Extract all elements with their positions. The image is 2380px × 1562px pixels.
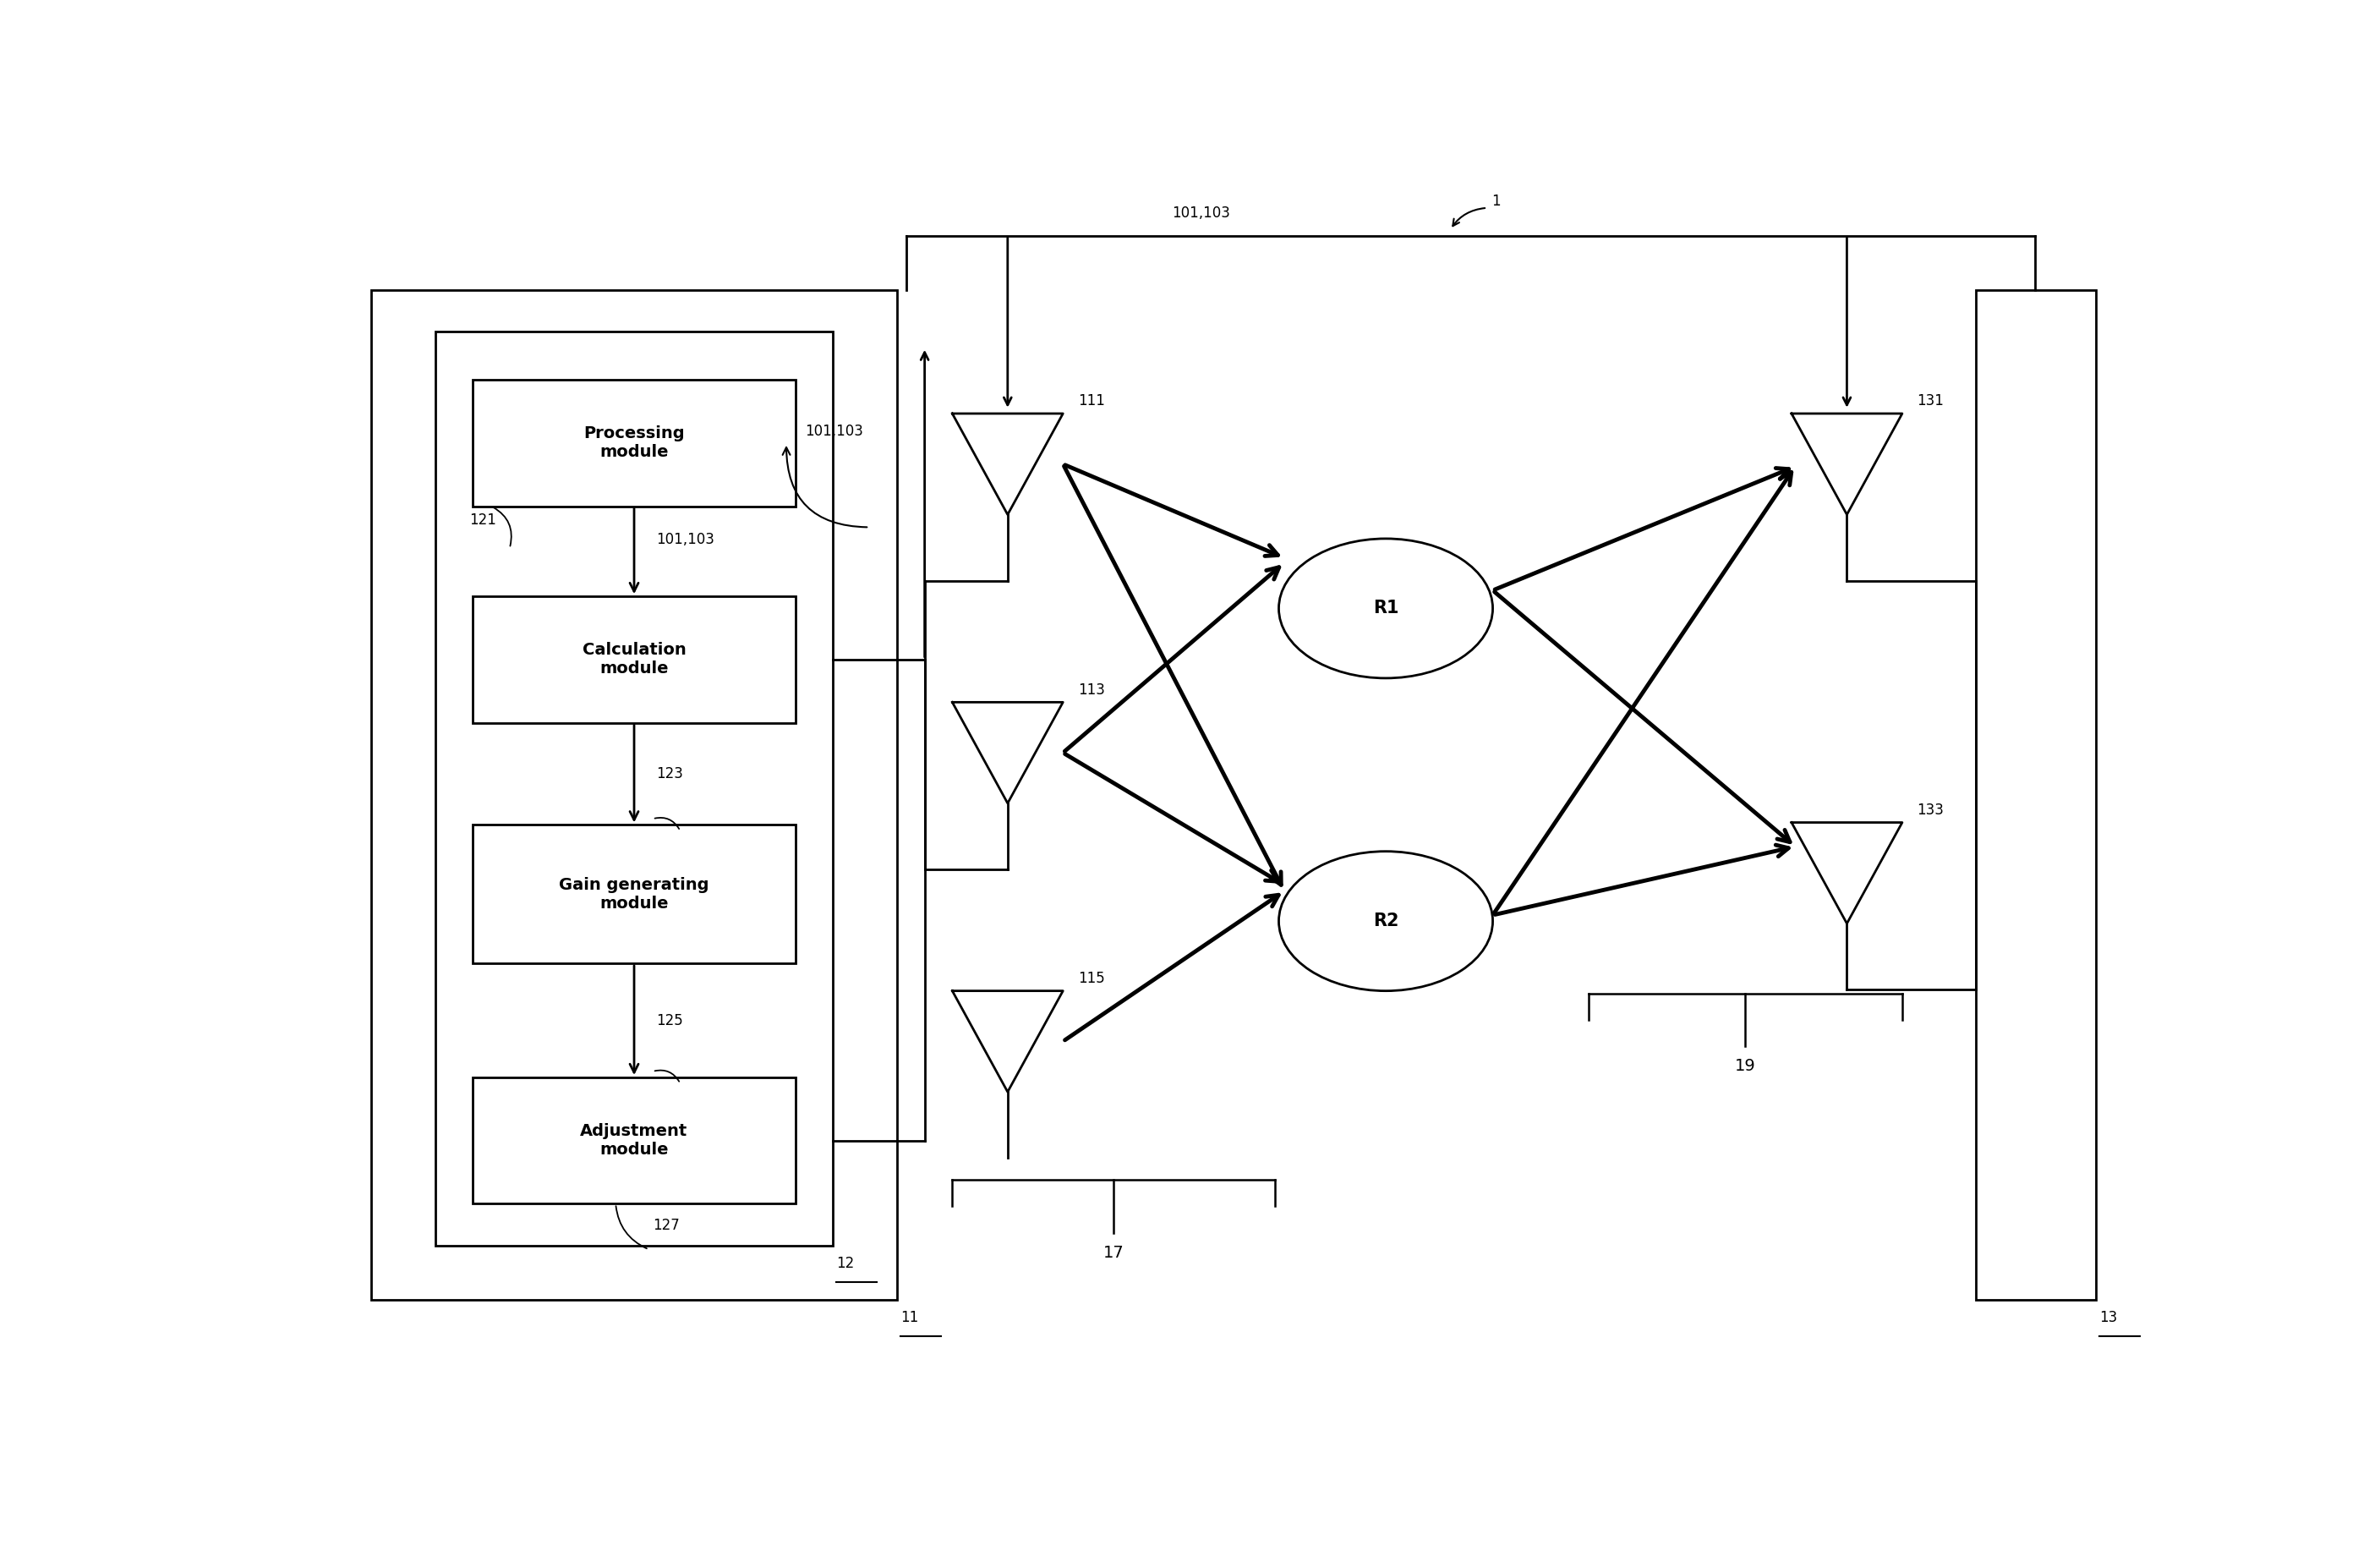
Text: 11: 11	[900, 1309, 919, 1325]
Text: 123: 123	[657, 767, 683, 781]
Text: Calculation
module: Calculation module	[583, 642, 685, 676]
Text: 111: 111	[1078, 394, 1104, 409]
Text: Adjustment
module: Adjustment module	[581, 1123, 688, 1157]
Text: 19: 19	[1735, 1057, 1756, 1075]
Bar	[371, 289, 897, 1300]
Bar	[474, 380, 795, 506]
Text: 113: 113	[1078, 683, 1104, 697]
Text: 133: 133	[1916, 803, 1944, 817]
Text: R2: R2	[1373, 912, 1399, 929]
Text: 115: 115	[1078, 972, 1104, 986]
Text: 125: 125	[657, 1012, 683, 1028]
Text: 17: 17	[1104, 1245, 1123, 1261]
Bar	[1975, 289, 2097, 1300]
Text: Processing
module: Processing module	[583, 426, 685, 461]
Bar	[436, 331, 833, 1246]
Text: Gain generating
module: Gain generating module	[559, 876, 709, 911]
Text: 131: 131	[1916, 394, 1944, 409]
Text: R1: R1	[1373, 600, 1399, 617]
Bar	[474, 825, 795, 964]
Text: 1: 1	[1492, 194, 1502, 209]
Bar	[474, 597, 795, 723]
Text: 12: 12	[835, 1256, 854, 1271]
Text: 121: 121	[469, 512, 495, 528]
Bar	[474, 1078, 795, 1204]
Text: 101,103: 101,103	[1173, 206, 1230, 222]
Text: 101,103: 101,103	[657, 531, 714, 547]
Text: 101,103: 101,103	[804, 423, 864, 439]
Text: 127: 127	[652, 1218, 678, 1234]
Text: 13: 13	[2099, 1309, 2118, 1325]
